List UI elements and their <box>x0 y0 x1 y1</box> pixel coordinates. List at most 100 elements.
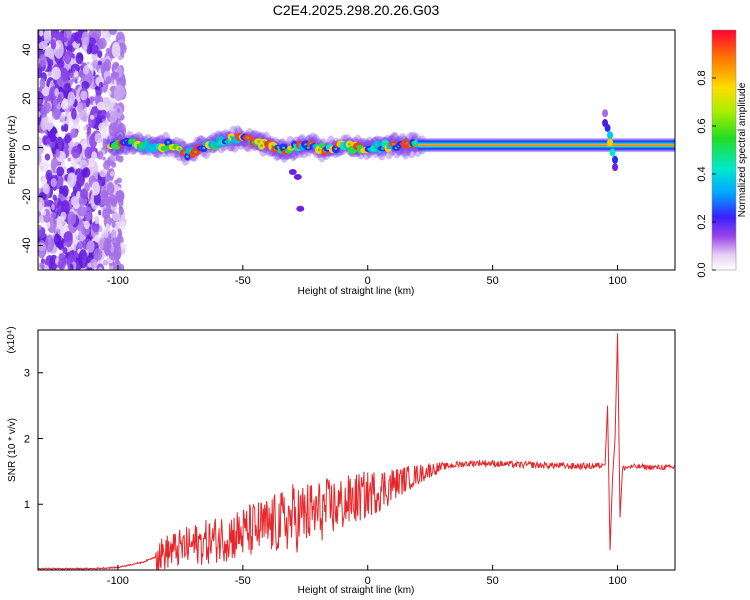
spectrogram-y-tick-label: 40 <box>21 43 33 55</box>
figure-title: C2E4.2025.298.20.26.G03 <box>272 2 440 18</box>
ridge-core <box>218 138 222 141</box>
noise-blob <box>97 109 108 120</box>
snr-x-label: Height of straight line (km) <box>298 585 415 596</box>
noise-blob <box>42 183 50 195</box>
noise-blob <box>115 85 126 99</box>
noise-blob <box>76 102 84 113</box>
noise-blob <box>70 196 80 206</box>
noise-blob <box>62 246 68 254</box>
ridge-core <box>375 143 379 147</box>
noise-blob <box>105 172 111 182</box>
noise-blob <box>59 185 64 195</box>
noise-blob <box>119 220 126 230</box>
disturbance-blob <box>612 155 619 164</box>
noise-blob <box>118 205 123 211</box>
noise-blob <box>83 125 88 131</box>
noise-blob <box>38 242 46 252</box>
noise-blob <box>62 98 69 109</box>
spectrogram-y-tick-label: -20 <box>21 189 33 205</box>
noise-blob <box>108 110 118 123</box>
noise-blob <box>38 154 41 162</box>
noise-blob <box>74 79 78 84</box>
noise-blob <box>52 98 58 108</box>
snr-x-tick-label: 0 <box>365 575 371 587</box>
noise-blob <box>89 219 93 225</box>
noise-blob <box>112 212 121 222</box>
noise-blob <box>55 256 60 263</box>
noise-blob <box>56 103 62 110</box>
noise-blob <box>67 264 71 270</box>
disturbance-blob <box>609 148 616 157</box>
noise-blob <box>61 68 69 83</box>
noise-blob <box>38 136 43 146</box>
snr-x-tick-label: 100 <box>608 575 626 587</box>
ridge-core <box>216 142 220 146</box>
spectrogram-x-tick-label: 50 <box>487 275 499 287</box>
noise-blob <box>114 71 120 78</box>
noise-blob <box>40 117 50 131</box>
stray-blob <box>296 205 305 212</box>
spectrogram-x-ticks: -100 -50 0 50 100 <box>107 265 627 287</box>
snr-frame <box>37 329 676 571</box>
noise-blob <box>112 64 118 70</box>
ridge-core <box>348 143 351 146</box>
noise-blob <box>71 108 77 120</box>
noise-blob <box>77 206 88 217</box>
noise-blob <box>78 249 88 269</box>
noise-blob <box>45 155 50 161</box>
noise-blob <box>97 60 103 66</box>
snr-x-tick-label: -100 <box>107 575 129 587</box>
ridge-core <box>282 146 285 149</box>
noise-blob <box>103 195 111 206</box>
noise-blob <box>39 262 44 270</box>
noise-blob <box>114 179 119 185</box>
noise-blob <box>96 101 106 111</box>
noise-blob <box>104 119 109 127</box>
noise-blob <box>107 209 112 215</box>
noise-blob <box>38 197 41 203</box>
noise-blob <box>107 148 113 154</box>
spectrogram-x-tick-label: -50 <box>235 275 251 287</box>
ridge-core <box>131 139 134 143</box>
noise-blob <box>102 156 106 161</box>
ridge-band <box>417 138 675 153</box>
ridge-core <box>276 146 280 149</box>
colorbar-tick-label: 0.4 <box>696 166 708 181</box>
noise-blob <box>83 220 90 230</box>
colorbar-gradient <box>711 29 737 271</box>
colorbar-tick-label: 0.2 <box>696 214 708 229</box>
noise-blob <box>78 240 83 249</box>
stray-blob <box>293 173 302 180</box>
noise-blob <box>111 197 118 208</box>
noise-blob <box>96 263 105 270</box>
noise-blob <box>109 171 115 177</box>
noise-blob <box>50 177 57 188</box>
noise-blob <box>68 71 74 78</box>
noise-blob <box>51 203 56 210</box>
noise-blob <box>59 113 66 123</box>
noise-blob <box>88 157 95 168</box>
noise-blob <box>41 210 47 216</box>
spectrogram-x-tick-label: -100 <box>107 275 129 287</box>
noise-blob <box>98 267 103 270</box>
noise-blob <box>67 172 77 188</box>
noise-blob <box>64 231 73 248</box>
noise-blob <box>78 196 84 205</box>
noise-blob <box>43 30 51 44</box>
ridge-core <box>350 148 354 152</box>
snr-y-ticks: 1 2 3 <box>24 368 43 511</box>
spectrogram-y-label: Frequency (Hz) <box>7 116 18 185</box>
noise-blob <box>86 240 95 253</box>
ridge-core <box>383 142 387 146</box>
snr-y-label: SNR (10 * v/v) <box>7 418 18 482</box>
noise-blob <box>47 59 54 67</box>
noise-blob <box>39 77 46 89</box>
noise-blob <box>100 44 104 49</box>
colorbar-tick-label: 0.8 <box>696 70 708 85</box>
noise-blob <box>116 240 121 249</box>
noise-blob <box>93 192 101 206</box>
noise-blob <box>110 161 117 168</box>
noise-blob <box>67 211 77 226</box>
noise-blob <box>63 242 67 247</box>
